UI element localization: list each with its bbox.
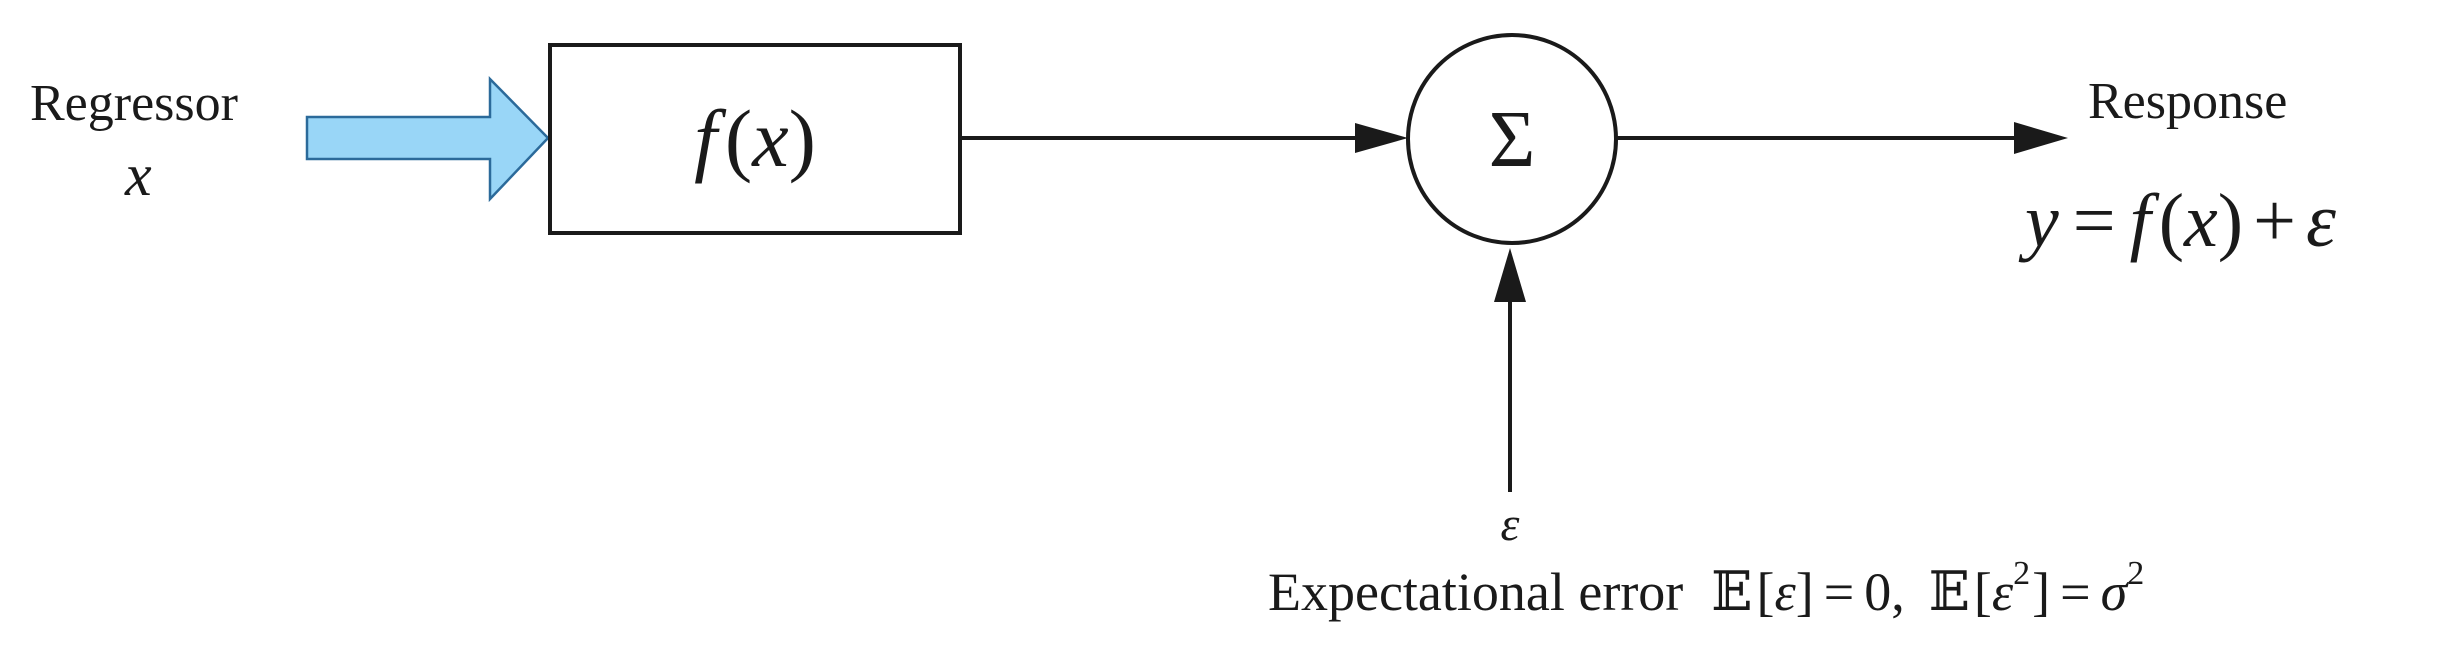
- error-symbol: ε: [1501, 498, 1520, 551]
- regressor-variable: x: [124, 142, 152, 208]
- error-arrowhead: [1494, 248, 1526, 302]
- function-label: f(x): [694, 93, 816, 184]
- error-expression: Expectational error 𝔼[ε] = 0, 𝔼[ε2] = σ2: [1268, 555, 2144, 622]
- function-box: [548, 43, 962, 235]
- regressor-label: Regressor: [30, 75, 238, 132]
- sum-to-response-arrowhead: [2014, 122, 2068, 154]
- input-arrow: [305, 75, 550, 203]
- response-label: Response: [2088, 73, 2287, 130]
- sigma-symbol: Σ: [1489, 96, 1536, 184]
- response-equation: y = f (x) + ε: [2018, 179, 2336, 263]
- box-to-sum-arrowhead: [1355, 123, 1408, 153]
